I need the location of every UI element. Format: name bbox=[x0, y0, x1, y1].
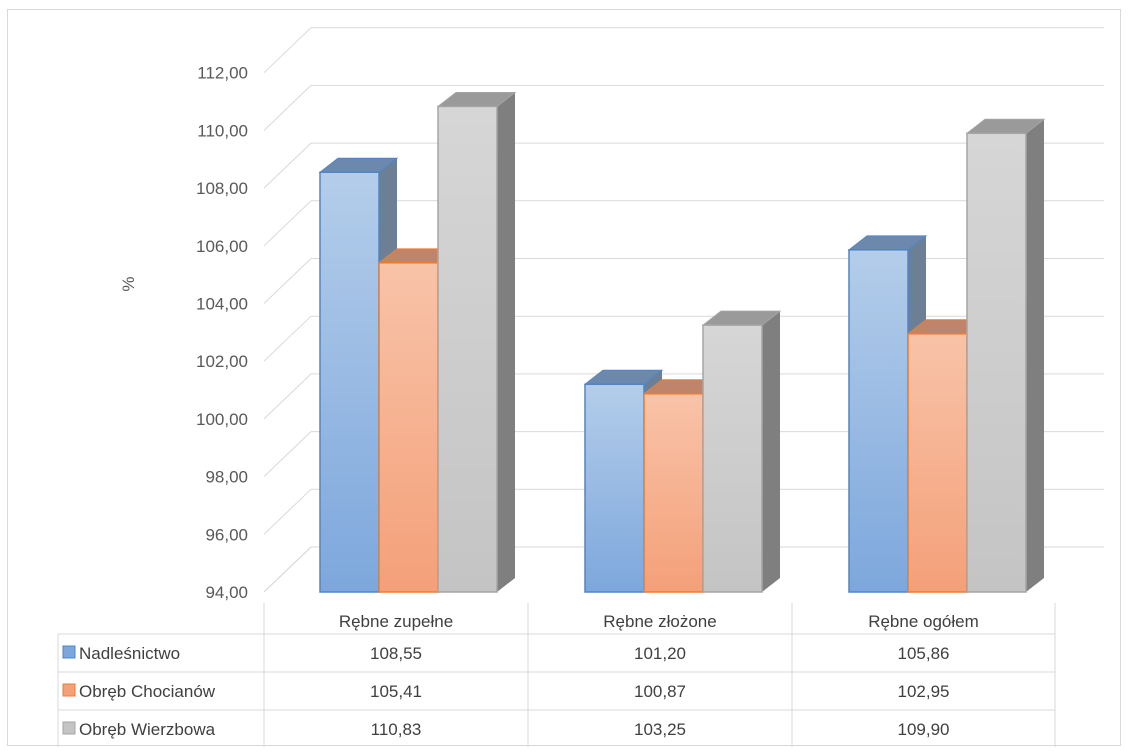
y-axis-title: % bbox=[119, 276, 138, 291]
y-tick-label: 96,00 bbox=[205, 525, 248, 544]
gridline-diagonal bbox=[263, 27, 312, 74]
data-value: 108,55 bbox=[370, 644, 422, 663]
bar-front-face bbox=[319, 171, 380, 593]
gridline-diagonal bbox=[263, 200, 312, 247]
y-tick-label: 106,00 bbox=[196, 237, 248, 256]
bar bbox=[965, 118, 1046, 593]
gridline-diagonal bbox=[263, 431, 312, 477]
floor-left-edge bbox=[263, 546, 312, 593]
series-name: Obręb Chocianów bbox=[79, 682, 216, 701]
legend-swatch bbox=[62, 645, 76, 659]
data-value: 102,95 bbox=[898, 682, 950, 701]
gridline-diagonal bbox=[263, 488, 312, 535]
gridline-diagonal bbox=[263, 373, 312, 420]
bar-front-face bbox=[437, 105, 498, 593]
y-tick-label: 94,00 bbox=[205, 583, 248, 602]
bar-front-face bbox=[643, 393, 704, 593]
gridline-diagonal bbox=[263, 85, 312, 131]
bar-side-face bbox=[762, 311, 780, 592]
series-name: Nadleśnictwo bbox=[79, 644, 180, 663]
data-value: 109,90 bbox=[898, 720, 950, 739]
data-value: 100,87 bbox=[634, 682, 686, 701]
gridline-diagonal bbox=[263, 315, 312, 362]
data-table: Rębne zupełne Rębne złożone Rębne ogółem Na… bbox=[57, 603, 1056, 747]
y-tick-label: 98,00 bbox=[205, 468, 248, 487]
bar-front-face bbox=[584, 383, 645, 593]
y-tick-label: 108,00 bbox=[196, 179, 248, 198]
y-tick-label: 100,00 bbox=[196, 410, 248, 429]
bar-front-face bbox=[702, 324, 763, 593]
gridline-diagonal bbox=[263, 142, 312, 189]
y-tick-label: 102,00 bbox=[196, 352, 248, 371]
data-value: 101,20 bbox=[634, 644, 686, 663]
category-label: Rębne złożone bbox=[603, 612, 716, 631]
y-tick-label: 112,00 bbox=[197, 64, 248, 83]
bar bbox=[701, 310, 782, 593]
y-axis-ticks: 94,00 96,00 98,00 100,00 102,00 104,00 106,00 1… bbox=[196, 64, 248, 602]
category-label: Rębne ogółem bbox=[868, 612, 979, 631]
chart-plot: 94,00 96,00 98,00 100,00 102,00 104,00 106,00 1… bbox=[57, 27, 1104, 747]
data-value: 105,41 bbox=[370, 682, 422, 701]
bar-front-face bbox=[966, 132, 1027, 593]
data-value: 105,86 bbox=[898, 644, 950, 663]
bar-side-face bbox=[1026, 119, 1044, 592]
bar-front-face bbox=[907, 333, 968, 593]
bar-front-face bbox=[378, 262, 439, 593]
y-tick-label: 110,00 bbox=[197, 121, 248, 140]
data-value: 110,83 bbox=[371, 720, 422, 739]
series-name: Obręb Wierzbowa bbox=[79, 720, 216, 739]
legend-swatch bbox=[62, 683, 76, 697]
bar bbox=[436, 91, 517, 593]
bar-front-face bbox=[848, 249, 909, 593]
gridline-diagonal bbox=[263, 258, 312, 304]
y-tick-label: 104,00 bbox=[196, 295, 248, 314]
bars bbox=[318, 91, 1046, 593]
bar-side-face bbox=[497, 92, 515, 592]
legend-swatch bbox=[62, 721, 76, 735]
data-value: 103,25 bbox=[634, 720, 686, 739]
chart-frame: 94,00 96,00 98,00 100,00 102,00 104,00 106,00 1… bbox=[7, 9, 1121, 747]
category-label: Rębne zupełne bbox=[339, 612, 453, 631]
